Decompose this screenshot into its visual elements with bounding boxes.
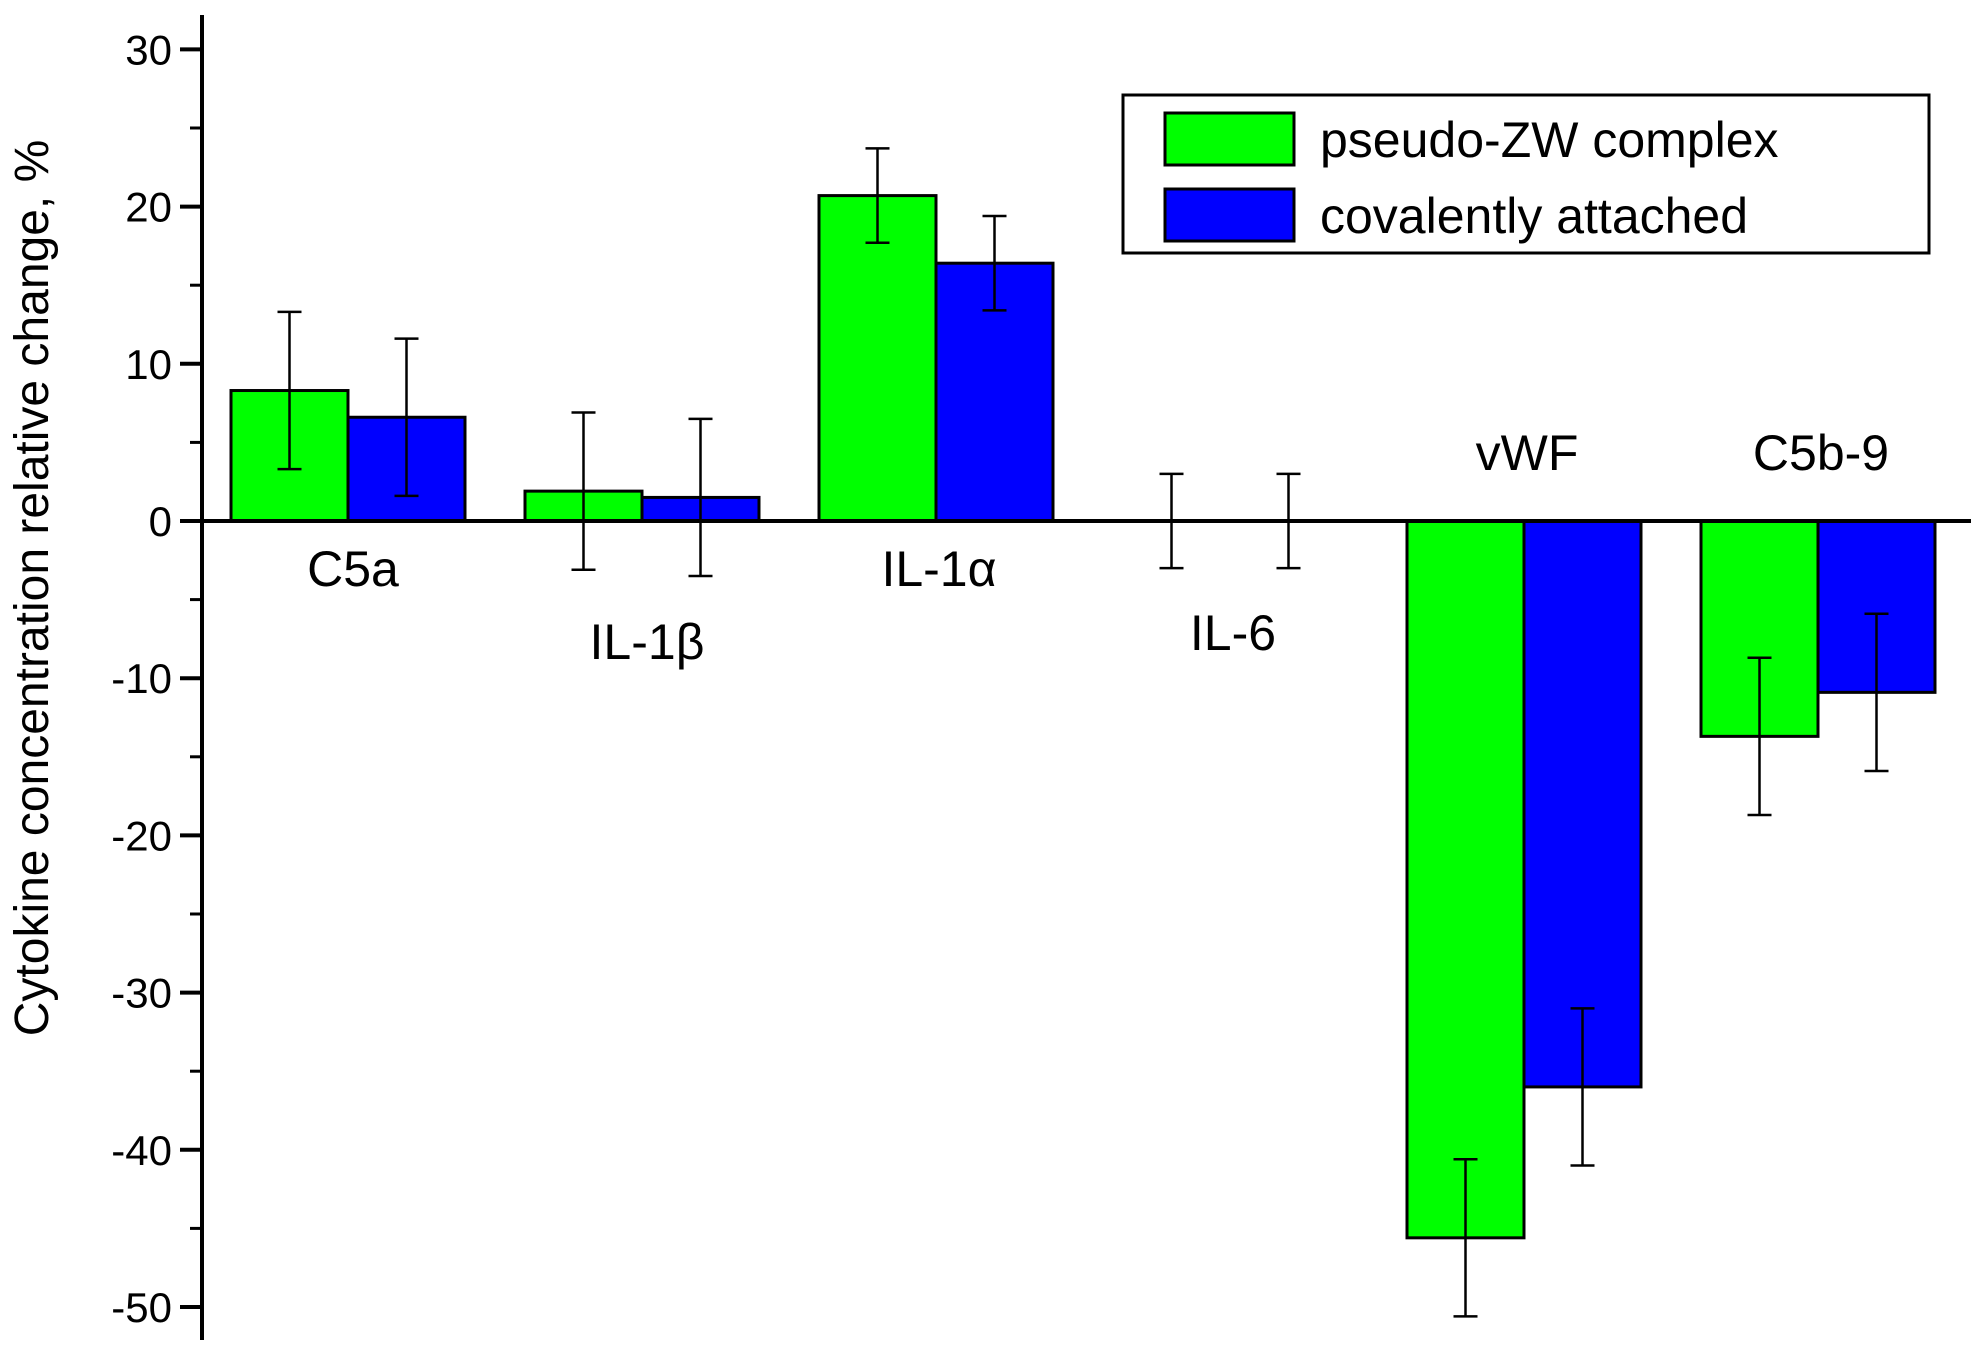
error-bar-vwf-series-2 (1570, 1007, 1595, 1167)
y-tick-label-neg20: -20 (111, 812, 172, 859)
legend-label-series-2: covalently attached (1320, 188, 1748, 244)
category-label-il-1: IL-1β (590, 614, 705, 670)
error-bar-il-1-series-1 (571, 411, 596, 571)
legend-label-series-1: pseudo-ZW complex (1320, 112, 1779, 168)
error-bar-c5a-series-2 (394, 337, 419, 498)
category-label-c5a: C5a (307, 541, 399, 597)
error-bar-vwf-series-1 (1453, 1157, 1478, 1318)
bars-layer (229, 194, 1937, 1240)
y-tick-label-10: 10 (125, 341, 172, 388)
y-tick-label-neg40: -40 (111, 1127, 172, 1174)
axis-layer: 30 20 10 0 -10 -20 -30 -40 -50 (111, 15, 1971, 1340)
y-axis-label: Cytokine concentration relative change, … (6, 140, 59, 1037)
category-label-c5b-9: C5b-9 (1753, 425, 1889, 481)
y-tick-label-30: 30 (125, 26, 172, 73)
bar-vwf-series-2 (1522, 519, 1643, 1089)
error-bar-c5b-9-series-1 (1747, 656, 1772, 817)
y-tick-label-0: 0 (149, 498, 172, 545)
legend: pseudo-ZW complex covalently attached (1121, 93, 1931, 255)
category-label-vwf: vWF (1476, 425, 1579, 481)
error-bar-il-1-series-2 (982, 214, 1007, 312)
legend-swatch-series-1 (1163, 111, 1296, 167)
bar-vwf-series-1 (1405, 519, 1526, 1240)
error-bars-layer (277, 147, 1889, 1318)
error-bar-c5b-9-series-2 (1864, 612, 1889, 773)
category-label-il-6: IL-6 (1190, 605, 1276, 661)
category-label-il-1: IL-1α (881, 541, 996, 597)
error-bar-il-1-series-1 (865, 147, 890, 245)
y-tick-label-neg30: -30 (111, 970, 172, 1017)
bar-il-1-series-1 (817, 194, 938, 523)
y-tick-label-neg50: -50 (111, 1284, 172, 1331)
y-tick-label-20: 20 (125, 184, 172, 231)
error-bar-il-1-series-2 (688, 417, 713, 578)
error-bar-c5a-series-1 (277, 310, 302, 471)
category-labels-layer: C5a IL-1β IL-1α IL-6 vWF C5b-9 (307, 425, 1889, 670)
legend-swatch-series-2 (1163, 187, 1296, 243)
y-tick-label-neg10: -10 (111, 655, 172, 702)
